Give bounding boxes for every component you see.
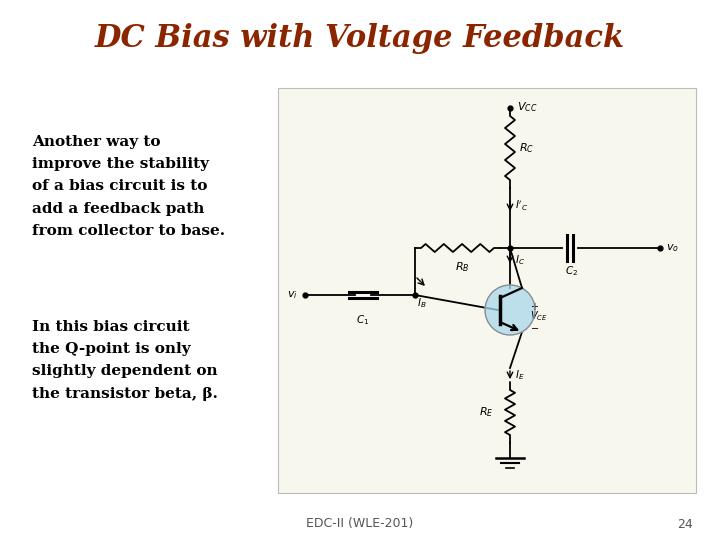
Text: $-$: $-$ — [530, 322, 539, 332]
Text: $+$: $+$ — [530, 300, 539, 312]
Text: DC Bias with Voltage Feedback: DC Bias with Voltage Feedback — [95, 23, 625, 53]
Text: $C_1$: $C_1$ — [356, 313, 369, 327]
Text: $V_{CC}$: $V_{CC}$ — [517, 100, 537, 114]
FancyBboxPatch shape — [278, 88, 696, 493]
Text: In this bias circuit
the Q-point is only
slightly dependent on
the transistor be: In this bias circuit the Q-point is only… — [32, 320, 218, 401]
Text: $v_i$: $v_i$ — [287, 289, 298, 301]
Text: $I_E$: $I_E$ — [515, 368, 525, 382]
Text: $R_C$: $R_C$ — [519, 141, 534, 155]
Text: $I'_C$: $I'_C$ — [515, 199, 528, 213]
Text: $C_2$: $C_2$ — [565, 264, 579, 278]
Text: $V_{CE}$: $V_{CE}$ — [530, 309, 548, 323]
Text: $v_o$: $v_o$ — [666, 242, 679, 254]
Circle shape — [485, 285, 535, 335]
Text: EDC-II (WLE-201): EDC-II (WLE-201) — [307, 517, 413, 530]
Text: $I_C$: $I_C$ — [515, 253, 525, 267]
Text: Another way to
improve the stability
of a bias circuit is to
add a feedback path: Another way to improve the stability of … — [32, 135, 225, 238]
Text: 24: 24 — [677, 517, 693, 530]
Text: $R_B$: $R_B$ — [455, 260, 469, 274]
Text: $R_E$: $R_E$ — [480, 406, 494, 420]
Text: $I_B$: $I_B$ — [417, 296, 426, 310]
